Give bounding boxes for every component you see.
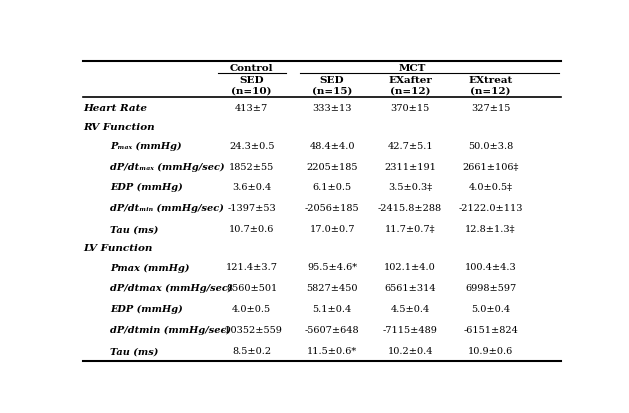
Text: (n=15): (n=15) <box>312 87 352 96</box>
Text: Tau (ms): Tau (ms) <box>110 225 159 234</box>
Text: 50.0±3.8: 50.0±3.8 <box>468 141 513 150</box>
Text: 10.2±0.4: 10.2±0.4 <box>387 346 433 355</box>
Text: -5607±648: -5607±648 <box>305 325 359 335</box>
Text: 48.4±4.0: 48.4±4.0 <box>309 141 355 150</box>
Text: dP/dtmax (mmHg/sec): dP/dtmax (mmHg/sec) <box>110 284 233 293</box>
Text: -2122.0±113: -2122.0±113 <box>459 204 523 213</box>
Text: 100.4±4.3: 100.4±4.3 <box>465 263 516 272</box>
Text: 5.0±0.4: 5.0±0.4 <box>471 304 510 313</box>
Text: dP/dtₘᵢₙ (mmHg/sec): dP/dtₘᵢₙ (mmHg/sec) <box>110 204 224 213</box>
Text: Pₘₐₓ (mmHg): Pₘₐₓ (mmHg) <box>110 141 182 150</box>
Text: 8560±501: 8560±501 <box>226 284 277 293</box>
Text: 3.5±0.3‡: 3.5±0.3‡ <box>388 183 432 192</box>
Text: 2205±185: 2205±185 <box>306 162 358 171</box>
Text: -2056±185: -2056±185 <box>305 204 359 213</box>
Text: 17.0±0.7: 17.0±0.7 <box>309 225 355 234</box>
Text: 8.5±0.2: 8.5±0.2 <box>232 346 271 355</box>
Text: (n=12): (n=12) <box>470 87 511 96</box>
Text: Control: Control <box>230 64 274 73</box>
Text: -10352±559: -10352±559 <box>221 325 282 335</box>
Text: -2415.8±288: -2415.8±288 <box>378 204 442 213</box>
Text: 121.4±3.7: 121.4±3.7 <box>226 263 277 272</box>
Text: Tau (ms): Tau (ms) <box>110 346 159 355</box>
Text: EDP (mmHg): EDP (mmHg) <box>110 183 183 192</box>
Text: 6561±314: 6561±314 <box>384 284 436 293</box>
Text: dP/dtₘₐₓ (mmHg/sec): dP/dtₘₐₓ (mmHg/sec) <box>110 162 225 171</box>
Text: -7115±489: -7115±489 <box>382 325 438 335</box>
Text: 11.7±0.7‡: 11.7±0.7‡ <box>385 225 435 234</box>
Text: (n=12): (n=12) <box>390 87 430 96</box>
Text: 6998±597: 6998±597 <box>465 284 516 293</box>
Text: 6.1±0.5: 6.1±0.5 <box>313 183 352 192</box>
Text: 5.1±0.4: 5.1±0.4 <box>313 304 352 313</box>
Text: (n=10): (n=10) <box>231 87 272 96</box>
Text: 4.5±0.4: 4.5±0.4 <box>391 304 430 313</box>
Text: dP/dtmin (mmHg/sec): dP/dtmin (mmHg/sec) <box>110 325 231 335</box>
Text: 11.5±0.6*: 11.5±0.6* <box>307 346 357 355</box>
Text: LV Function: LV Function <box>84 244 153 253</box>
Text: -6151±824: -6151±824 <box>463 325 518 335</box>
Text: 3.6±0.4: 3.6±0.4 <box>232 183 271 192</box>
Text: 327±15: 327±15 <box>471 104 510 113</box>
Text: 2661±106‡: 2661±106‡ <box>462 162 519 171</box>
Text: SED: SED <box>320 76 345 85</box>
Text: 413±7: 413±7 <box>235 104 269 113</box>
Text: 5827±450: 5827±450 <box>306 284 358 293</box>
Text: 4.0±0.5: 4.0±0.5 <box>232 304 271 313</box>
Text: EXtreat: EXtreat <box>469 76 513 85</box>
Text: RV Function: RV Function <box>84 122 155 131</box>
Text: Pmax (mmHg): Pmax (mmHg) <box>110 263 190 272</box>
Text: 370±15: 370±15 <box>391 104 430 113</box>
Text: MCT: MCT <box>399 64 426 73</box>
Text: EXafter: EXafter <box>388 76 432 85</box>
Text: 24.3±0.5: 24.3±0.5 <box>229 141 274 150</box>
Text: 12.8±1.3‡: 12.8±1.3‡ <box>465 225 516 234</box>
Text: 42.7±5.1: 42.7±5.1 <box>387 141 433 150</box>
Text: EDP (mmHg): EDP (mmHg) <box>110 304 183 313</box>
Text: 95.5±4.6*: 95.5±4.6* <box>307 263 357 272</box>
Text: SED: SED <box>240 76 264 85</box>
Text: Heart Rate: Heart Rate <box>84 104 147 113</box>
Text: 10.7±0.6: 10.7±0.6 <box>229 225 274 234</box>
Text: 102.1±4.0: 102.1±4.0 <box>384 263 436 272</box>
Text: 1852±55: 1852±55 <box>229 162 274 171</box>
Text: 333±13: 333±13 <box>313 104 352 113</box>
Text: 10.9±0.6: 10.9±0.6 <box>468 346 513 355</box>
Text: 2311±191: 2311±191 <box>384 162 436 171</box>
Text: -1397±53: -1397±53 <box>227 204 276 213</box>
Text: 4.0±0.5‡: 4.0±0.5‡ <box>469 183 513 192</box>
